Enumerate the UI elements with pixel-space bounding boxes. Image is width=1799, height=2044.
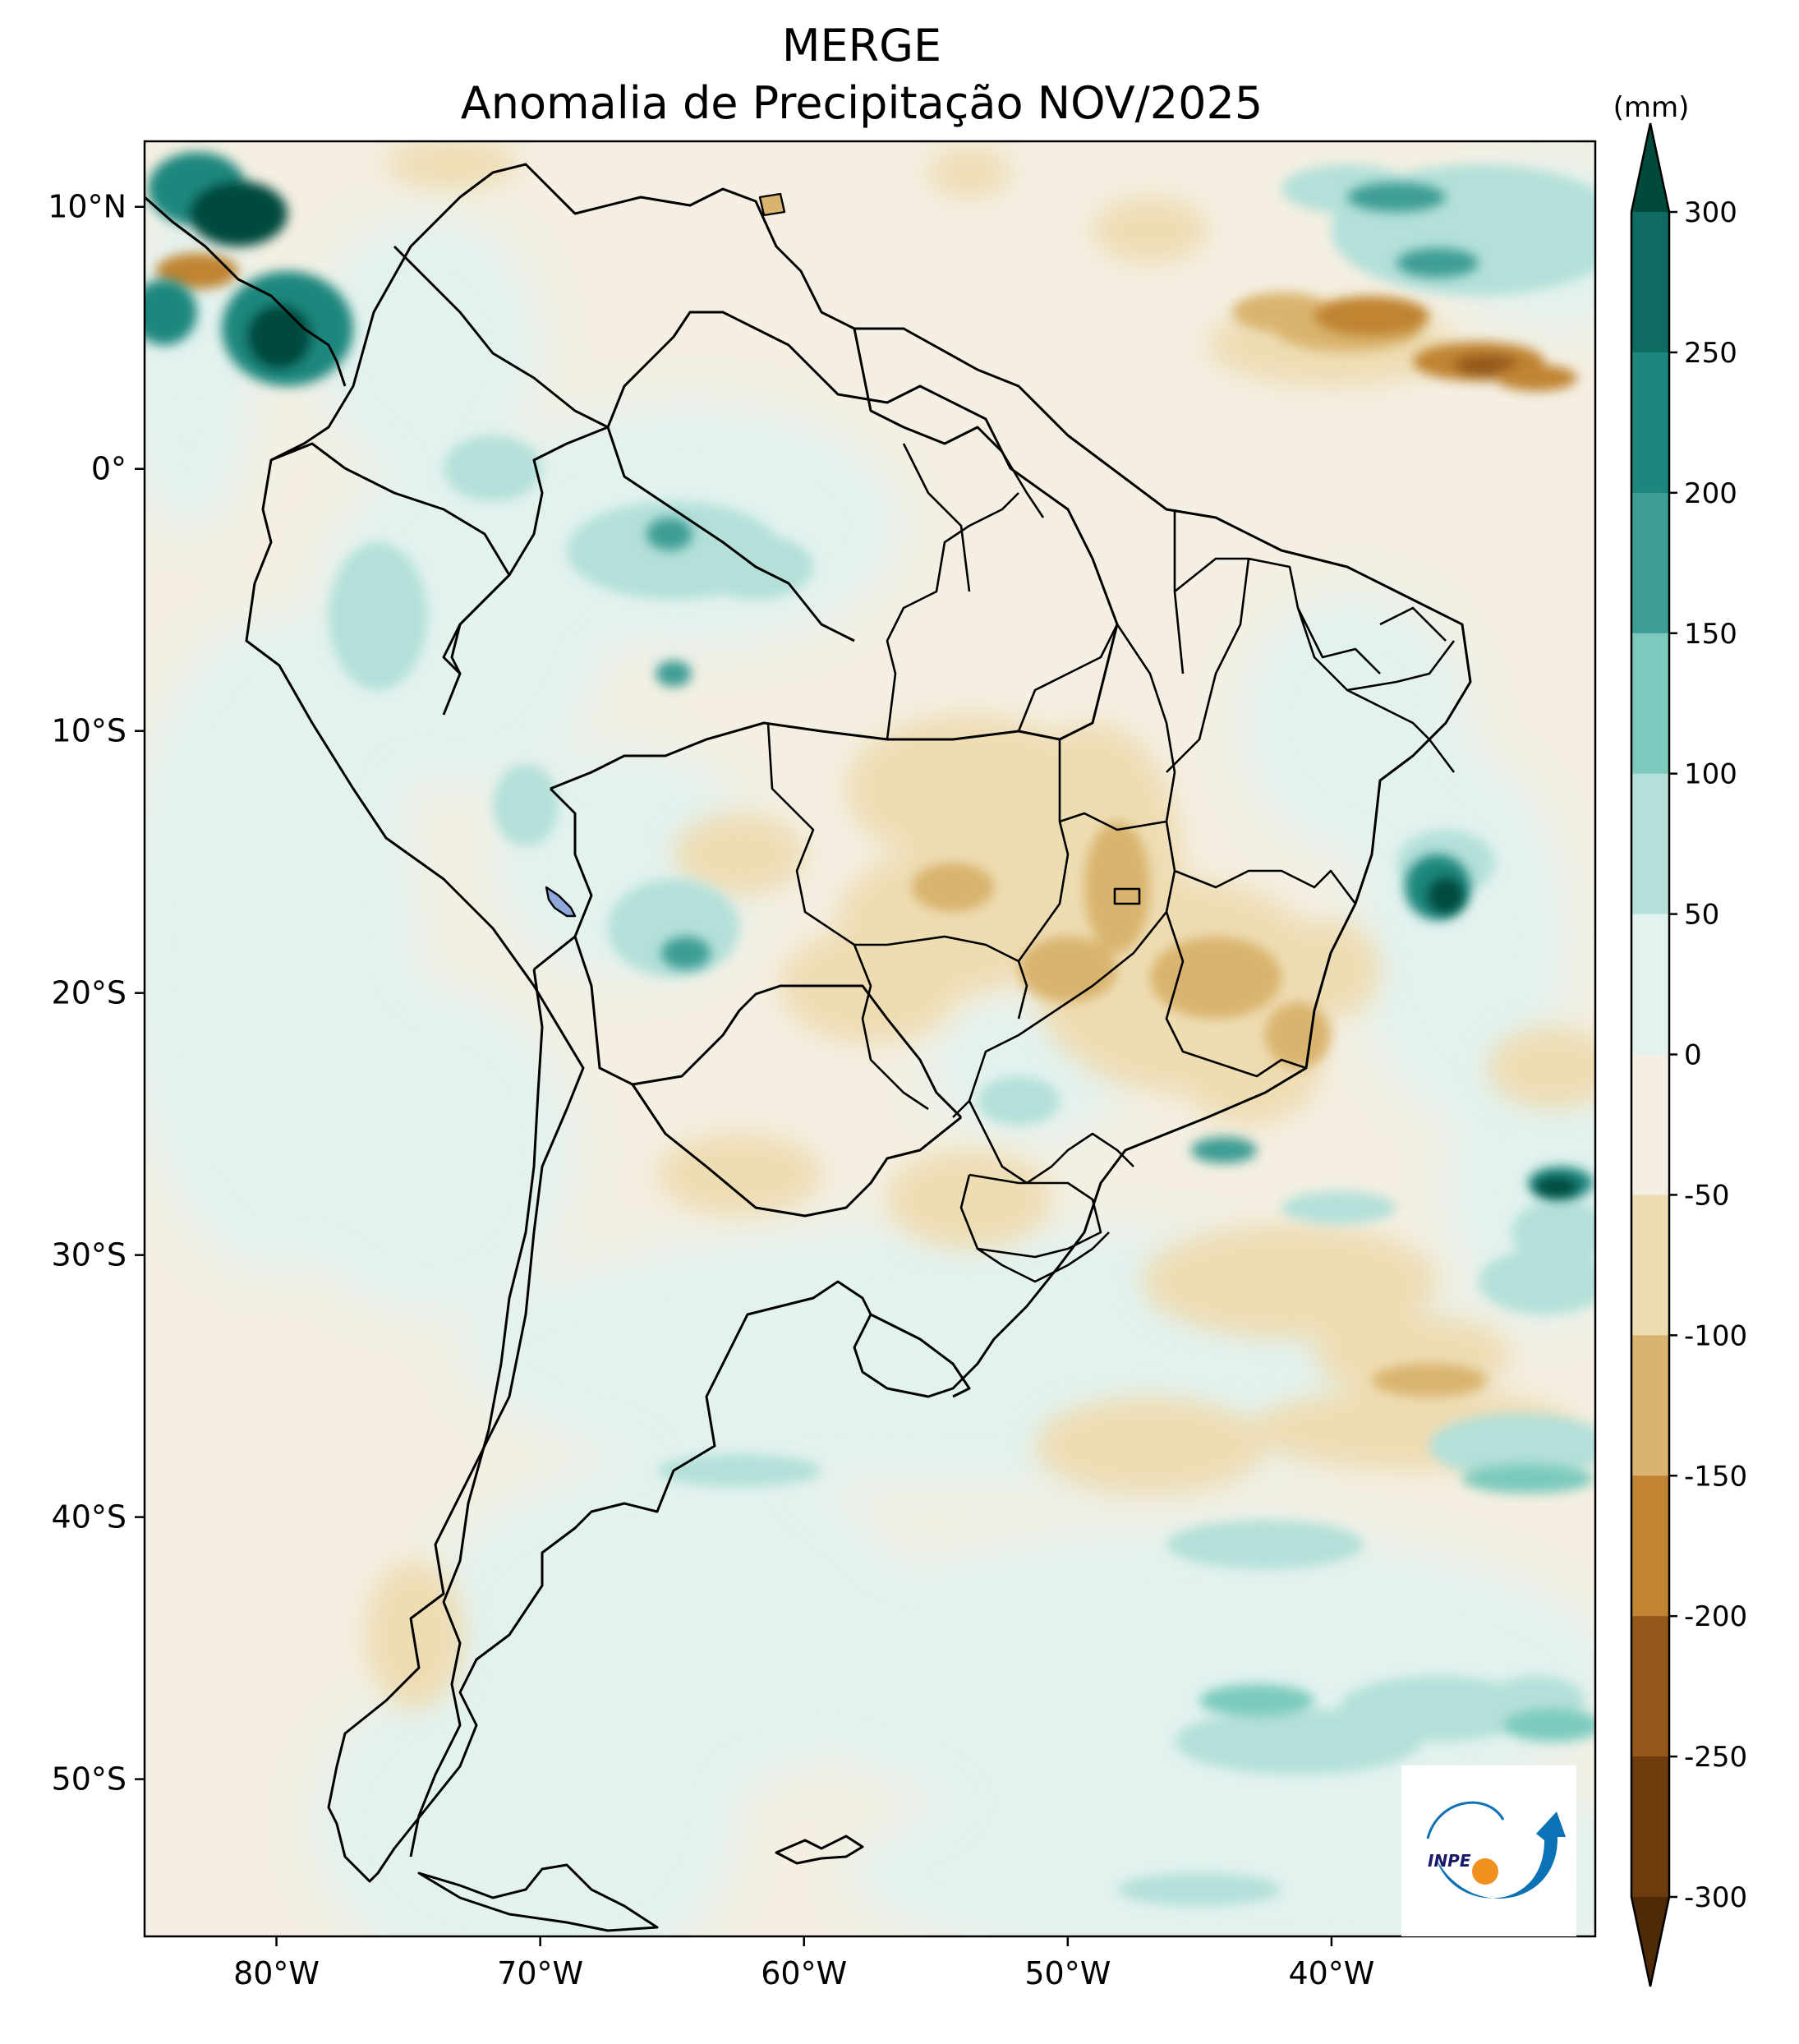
colorbar-segment [1631,1756,1669,1898]
colorbar-tick-label: -100 [1684,1319,1747,1352]
colorbar-segment [1631,212,1669,353]
colorbar-segment [1631,773,1669,915]
lat-tick-label: 40°S [52,1499,127,1535]
field-strong-negative [156,253,1577,391]
colorbar-tick-label: 150 [1684,618,1737,651]
title-line-1: MERGE [782,20,941,71]
border-guianas [853,328,1004,453]
lat-tick-label: 0° [91,451,127,487]
inpe-logo: INPE [1401,1765,1576,1936]
border-brazil-west [450,311,1119,790]
lat-tick-label: 10°N [48,189,127,225]
lake-titicaca [545,886,577,918]
colorbar-tick-label: 300 [1684,196,1737,229]
longitude-axis: 80°W 70°W 60°W 50°W 40°W [233,1936,1374,1991]
map-frame [143,140,1597,1938]
lat-tick-label: 50°S [52,1761,127,1798]
colorbar: (mm) 300 250 200 150 100 50 0 -50 -100 -150 -200 -2… [1613,91,1747,1987]
falkland-islands [775,1835,864,1865]
colorbar-tick-label: -300 [1684,1881,1747,1914]
colorbar-segment [1631,1616,1669,1757]
lon-tick-label: 60°W [761,1955,847,1991]
colorbar-extend-bottom [1631,1897,1669,1986]
title-line-2: Anomalia de Precipitação NOV/2025 [461,77,1263,129]
country-borders [145,163,1472,1932]
border-uruguay [870,1313,971,1398]
colorbar-segment [1631,914,1669,1055]
colorbar-segment [1631,633,1669,775]
colorbar-unit: (mm) [1613,91,1690,124]
border-bolivia-paraguay [573,936,963,1119]
field-extreme-positive [145,152,1578,1197]
colorbar-tick-label: 200 [1684,477,1737,510]
colorbar-tick-label: -250 [1684,1741,1747,1774]
colorbar-ticks: 300 250 200 150 100 50 0 -50 -100 -150 -200 -250 -30… [1669,196,1747,1914]
border-colombia-peru-ecuador [270,442,511,716]
tierra-del-fuego [417,1863,659,1932]
colorbar-tick-label: 0 [1684,1039,1702,1072]
logo-text: INPE [1428,1851,1471,1871]
border-peru-bolivia [533,787,593,971]
lat-tick-label: 10°S [52,713,127,749]
colorbar-tick-label: 100 [1684,758,1737,791]
lon-tick-label: 50°W [1024,1955,1111,1991]
lat-tick-label: 30°S [52,1237,127,1273]
colorbar-tick-label: 250 [1684,337,1737,370]
brazil-state-borders [766,443,1456,1283]
lon-tick-label: 40°W [1288,1955,1374,1991]
central-america-coast [145,196,347,387]
colorbar-segment [1631,1195,1669,1336]
colorbar-segment [1631,352,1669,494]
logo-sun-icon [1472,1858,1498,1885]
lon-tick-label: 70°W [497,1955,583,1991]
colorbar-segment [1631,1475,1669,1617]
logo-arc-icon [1426,1801,1505,1839]
lon-tick-label: 80°W [233,1955,320,1991]
lat-tick-label: 20°S [52,975,127,1011]
latitude-axis: 10°N 0° 10°S 20°S 30°S 40°S 50°S [48,189,145,1798]
colorbar-tick-label: -200 [1684,1600,1747,1633]
colorbar-boxes [1630,122,1671,1987]
border-venezuela-colombia [393,245,855,642]
trinidad-island [758,192,786,217]
colorbar-segment [1631,1054,1669,1195]
colorbar-segment [1631,1335,1669,1476]
colorbar-tick-label: 50 [1684,899,1719,932]
colorbar-tick-label: -50 [1684,1179,1730,1212]
border-chile-argentina [409,969,544,1858]
border-argentina-paraguay [631,1084,962,1218]
anomaly-field [145,141,1595,1936]
logo-swoosh-icon [1436,1812,1566,1899]
federal-district [1113,887,1141,905]
colorbar-extend-top [1631,123,1669,212]
colorbar-tick-label: -150 [1684,1460,1747,1493]
colorbar-segment [1631,492,1669,634]
